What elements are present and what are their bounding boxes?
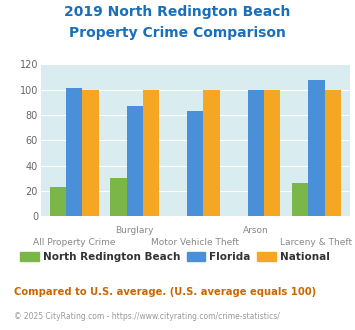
Text: Arson: Arson: [243, 226, 269, 235]
Bar: [126, 106, 143, 216]
Bar: [187, 111, 203, 216]
Bar: [110, 178, 126, 216]
Text: Larceny & Theft: Larceny & Theft: [280, 238, 353, 247]
Bar: [324, 90, 341, 216]
Bar: [50, 187, 66, 216]
Bar: [308, 80, 324, 216]
Bar: [292, 183, 308, 216]
Bar: [143, 90, 159, 216]
Text: © 2025 CityRating.com - https://www.cityrating.com/crime-statistics/: © 2025 CityRating.com - https://www.city…: [14, 312, 280, 321]
Bar: [203, 90, 220, 216]
Legend: North Redington Beach, Florida, National: North Redington Beach, Florida, National: [16, 248, 334, 266]
Bar: [82, 90, 99, 216]
Bar: [248, 90, 264, 216]
Text: Motor Vehicle Theft: Motor Vehicle Theft: [151, 238, 239, 247]
Bar: [66, 88, 82, 216]
Text: Burglary: Burglary: [115, 226, 154, 235]
Text: Property Crime Comparison: Property Crime Comparison: [69, 26, 286, 40]
Text: 2019 North Redington Beach: 2019 North Redington Beach: [64, 5, 291, 19]
Bar: [264, 90, 280, 216]
Text: Compared to U.S. average. (U.S. average equals 100): Compared to U.S. average. (U.S. average …: [14, 287, 316, 297]
Text: All Property Crime: All Property Crime: [33, 238, 115, 247]
